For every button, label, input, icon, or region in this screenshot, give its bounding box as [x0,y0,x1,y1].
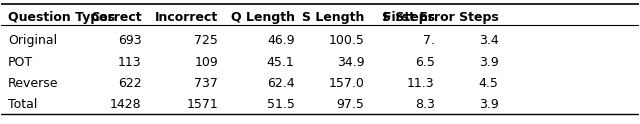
Text: 113: 113 [118,56,141,69]
Text: 8.3: 8.3 [415,98,435,111]
Text: Original: Original [8,34,57,47]
Text: Correct: Correct [90,11,141,24]
Text: 51.5: 51.5 [267,98,294,111]
Text: 45.1: 45.1 [267,56,294,69]
Text: Reverse: Reverse [8,77,58,90]
Text: S Length: S Length [302,11,365,24]
Text: 62.4: 62.4 [267,77,294,90]
Text: Q Length: Q Length [230,11,294,24]
Text: 622: 622 [118,77,141,90]
Text: 1571: 1571 [186,98,218,111]
Text: 7.: 7. [422,34,435,47]
Text: 3.4: 3.4 [479,34,499,47]
Text: 11.3: 11.3 [407,77,435,90]
Text: 100.5: 100.5 [329,34,365,47]
Text: 725: 725 [194,34,218,47]
Text: First Error Steps: First Error Steps [383,11,499,24]
Text: 3.9: 3.9 [479,98,499,111]
Text: 109: 109 [195,56,218,69]
Text: POT: POT [8,56,33,69]
Text: 97.5: 97.5 [337,98,365,111]
Text: Question Types: Question Types [8,11,115,24]
Text: 693: 693 [118,34,141,47]
Text: 4.5: 4.5 [479,77,499,90]
Text: 157.0: 157.0 [329,77,365,90]
Text: S Steps: S Steps [381,11,435,24]
Text: Incorrect: Incorrect [155,11,218,24]
Text: 6.5: 6.5 [415,56,435,69]
Text: 737: 737 [194,77,218,90]
Text: Total: Total [8,98,37,111]
Text: 46.9: 46.9 [267,34,294,47]
Text: 34.9: 34.9 [337,56,365,69]
Text: 3.9: 3.9 [479,56,499,69]
Text: 1428: 1428 [110,98,141,111]
